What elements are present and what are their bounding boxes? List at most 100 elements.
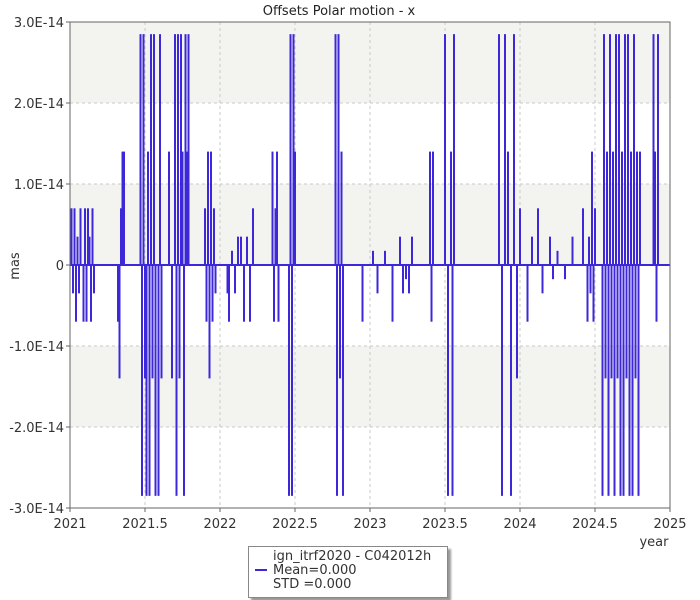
y-tick-label: 2.0E-14 [14, 97, 64, 112]
data-bar [174, 34, 176, 266]
data-bar [150, 34, 152, 266]
data-bar [181, 151, 184, 265]
legend-series-swatch [255, 569, 267, 571]
data-bar [447, 265, 449, 496]
data-bar [594, 208, 596, 265]
data-bar [120, 208, 122, 265]
legend-mean: Mean=0.000 [273, 563, 357, 578]
data-bar [184, 34, 187, 266]
y-tick-label: 1.0E-14 [14, 178, 64, 193]
data-bar [291, 265, 293, 496]
data-bar [153, 34, 155, 266]
data-bar [243, 265, 245, 322]
y-tick-label: -1.0E-14 [9, 340, 64, 355]
data-bar [294, 151, 296, 265]
series-bars [70, 34, 659, 496]
data-bar [432, 151, 434, 265]
data-bar [628, 265, 631, 496]
data-bar [621, 151, 623, 265]
data-bar [240, 236, 242, 265]
data-bar [601, 265, 604, 496]
data-bar [276, 151, 278, 265]
data-bar [549, 236, 551, 265]
data-bar [187, 34, 190, 266]
data-bar [211, 265, 214, 322]
data-bar [526, 265, 529, 322]
data-bar [157, 265, 160, 496]
data-bar [429, 151, 431, 265]
data-bar [444, 34, 446, 266]
data-bar [85, 265, 88, 322]
data-bar [654, 151, 656, 265]
data-bar [292, 34, 295, 266]
data-bar [72, 265, 74, 294]
data-bar [168, 151, 170, 265]
data-bar [657, 34, 659, 266]
data-bar [625, 265, 628, 379]
data-bar [237, 236, 239, 265]
data-bar [337, 34, 340, 266]
data-bar [372, 250, 374, 265]
data-bar [289, 34, 292, 266]
data-bar [516, 265, 518, 379]
data-bar [399, 236, 401, 265]
data-bar [88, 236, 91, 265]
data-bar [336, 265, 338, 496]
data-bar [451, 265, 454, 496]
data-bar [592, 265, 595, 322]
data-bar [603, 34, 605, 266]
data-bar [210, 151, 212, 265]
data-bar [118, 265, 121, 379]
data-bar [171, 265, 173, 379]
data-bar [147, 151, 149, 265]
data-bar [631, 265, 634, 496]
data-bar [207, 151, 209, 265]
data-bar [510, 265, 512, 496]
x-tick-label: 2024 [503, 517, 536, 532]
chart-title: Offsets Polar motion - x [263, 4, 416, 19]
data-bar [78, 265, 80, 294]
data-bar [633, 34, 635, 266]
data-bar [90, 265, 92, 322]
data-bar [273, 265, 275, 322]
data-bar [277, 265, 280, 322]
data-bar [627, 34, 629, 266]
data-bar [160, 265, 163, 379]
data-bar [231, 250, 233, 265]
data-bar [339, 265, 341, 379]
data-bar [334, 34, 337, 266]
data-bar [607, 265, 610, 496]
data-bar [228, 265, 230, 322]
x-tick-label: 2022 [203, 517, 236, 532]
data-bar [148, 265, 151, 496]
data-bar [121, 151, 124, 265]
data-bar [411, 236, 413, 265]
data-bar [639, 151, 641, 265]
data-bar [177, 34, 179, 266]
data-bar [82, 265, 85, 322]
data-bar [145, 265, 148, 496]
data-bar [123, 151, 125, 265]
data-bar [180, 34, 182, 266]
y-tick-label: 3.0E-14 [14, 16, 64, 31]
data-bar [537, 208, 539, 265]
data-bar [213, 208, 215, 265]
x-tick-label: 2023.5 [422, 517, 468, 532]
data-bar [586, 265, 589, 322]
data-bar [408, 265, 410, 294]
data-bar [154, 265, 157, 496]
data-bar [384, 250, 386, 265]
data-bar [582, 208, 584, 265]
data-bar [634, 265, 637, 379]
y-axis-label: mas [8, 252, 23, 280]
data-bar [142, 34, 145, 266]
data-bar [636, 151, 638, 265]
data-bar [151, 265, 154, 379]
data-bar [183, 265, 185, 496]
x-tick-label: 2025 [653, 517, 686, 532]
data-bar [175, 265, 178, 496]
data-bar [405, 265, 407, 280]
data-bar [564, 265, 566, 280]
data-bar [589, 265, 592, 294]
